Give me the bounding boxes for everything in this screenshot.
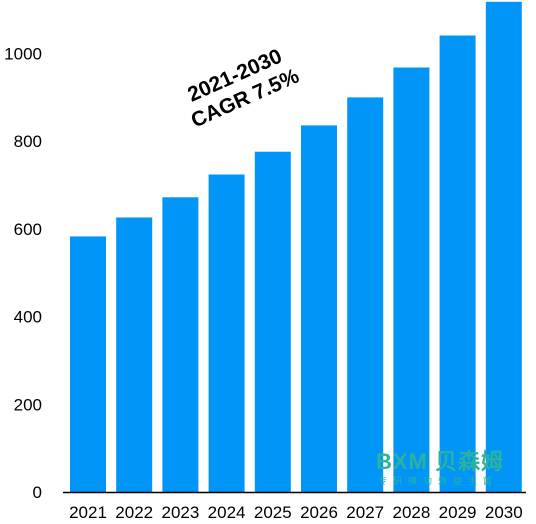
x-tick-label-2029: 2029 — [439, 503, 477, 522]
bar-2021 — [70, 236, 106, 492]
x-tick-label-2028: 2028 — [392, 503, 430, 522]
bar-2026 — [301, 125, 337, 493]
x-tick-label-2021: 2021 — [69, 503, 107, 522]
y-axis: 0 200 400 600 800 1000 — [4, 45, 42, 503]
bars — [70, 1, 522, 493]
bar-2024 — [208, 174, 245, 492]
x-tick-label-2023: 2023 — [161, 503, 199, 522]
x-tick-label-2027: 2027 — [346, 503, 384, 522]
bar-2025 — [254, 151, 291, 492]
bar-2023 — [162, 197, 199, 493]
y-tick-label-200: 200 — [14, 395, 42, 414]
x-tick-label-2026: 2026 — [300, 503, 338, 522]
bar-2029 — [439, 35, 476, 492]
x-tick-label-2025: 2025 — [254, 503, 292, 522]
y-tick-label-600: 600 — [14, 220, 42, 239]
y-tick-label-800: 800 — [14, 132, 42, 151]
x-tick-label-2030: 2030 — [485, 503, 523, 522]
logo-text: BXM 贝森姆 — [376, 449, 505, 474]
bar-2022 — [116, 217, 153, 492]
x-tick-label-2024: 2024 — [208, 503, 246, 522]
x-axis: 2021 2022 2023 2024 2025 2026 2027 2028 2029 2030 — [63, 491, 526, 522]
watermark-logo: BXM 贝森姆 专研微功效益生菌 — [376, 444, 521, 490]
y-tick-label-1000: 1000 — [4, 45, 42, 64]
x-tick-label-2022: 2022 — [115, 503, 153, 522]
bar-2027 — [347, 97, 384, 493]
bar-2028 — [393, 67, 430, 492]
bar-2030 — [485, 1, 522, 493]
y-tick-label-0: 0 — [33, 483, 42, 502]
logo-tagline: 专研微功效益生菌 — [378, 477, 499, 487]
y-tick-label-400: 400 — [14, 308, 42, 327]
